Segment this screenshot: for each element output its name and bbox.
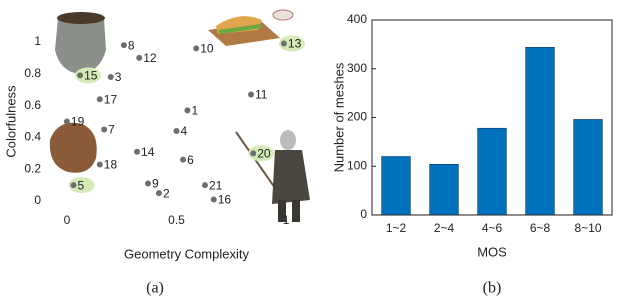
- warrior-icon: [235, 130, 310, 222]
- x-axis-label: Geometry Complexity: [124, 246, 249, 261]
- sandwich-icon: [208, 9, 294, 46]
- highlight: [248, 145, 275, 162]
- y-tick-label: 0.8: [24, 66, 41, 80]
- point-label: 13: [288, 37, 302, 51]
- highlight: [68, 177, 95, 194]
- point-label: 5: [77, 178, 84, 192]
- y-axis-label: Colorfulness: [3, 85, 18, 158]
- y-tick-label: 0: [34, 193, 41, 207]
- y-tick-label: 100: [347, 158, 367, 172]
- x-axis-label: MOS: [477, 244, 507, 259]
- bar: [381, 156, 411, 216]
- point-label: 1: [191, 104, 198, 118]
- point-label: 6: [187, 153, 194, 167]
- point: [134, 148, 141, 155]
- y-tick-label: 0.2: [24, 161, 41, 175]
- point: [107, 73, 114, 80]
- point: [155, 190, 162, 197]
- point: [145, 180, 152, 187]
- point: [173, 128, 180, 135]
- y-tick-label: 0.4: [24, 130, 41, 144]
- point-label: 7: [108, 123, 115, 137]
- point-label: 18: [104, 158, 118, 172]
- point: [70, 182, 77, 189]
- x-tick-label: 0: [64, 213, 71, 227]
- point: [96, 96, 103, 103]
- point-label: 17: [104, 92, 118, 106]
- y-tick-label: 1: [34, 34, 41, 48]
- x-tick-label: 1~2: [386, 221, 407, 235]
- point: [120, 42, 127, 49]
- rock-icon: [49, 122, 97, 173]
- point-label: 19: [71, 115, 85, 129]
- point: [280, 40, 287, 47]
- point: [136, 54, 143, 61]
- point-label: 9: [152, 177, 159, 191]
- x-tick-label: 2~4: [434, 221, 455, 235]
- point: [63, 118, 70, 125]
- point-label: 3: [115, 70, 122, 84]
- point-label: 11: [255, 88, 268, 102]
- point: [96, 161, 103, 168]
- x-tick-label: 0.5: [168, 213, 185, 227]
- y-tick-label: 0: [360, 207, 367, 221]
- point-label: 14: [141, 145, 155, 159]
- caption: (a): [146, 280, 164, 297]
- x-tick-label: 1: [283, 213, 290, 227]
- point: [210, 196, 217, 203]
- point-label: 16: [218, 193, 232, 207]
- x-tick-label: 8~10: [574, 221, 601, 235]
- point-label: 12: [143, 51, 157, 65]
- pot-icon: [55, 12, 106, 74]
- point: [250, 150, 257, 157]
- bar: [573, 119, 603, 216]
- point-label: 15: [84, 69, 98, 83]
- point-label: 8: [128, 38, 135, 52]
- highlight: [75, 67, 102, 84]
- y-tick-label: 200: [347, 110, 367, 124]
- x-tick-label: 6~8: [530, 221, 551, 235]
- bar: [525, 46, 555, 216]
- point-label: 21: [209, 178, 223, 192]
- point-label: 20: [257, 146, 271, 160]
- point: [248, 91, 255, 98]
- point-label: 4: [181, 124, 188, 138]
- point: [193, 45, 200, 52]
- x-tick-label: 4~6: [482, 221, 503, 235]
- point-label: 2: [163, 186, 170, 200]
- y-tick-label: 0.6: [24, 98, 41, 112]
- y-tick-label: 300: [347, 61, 367, 75]
- bar: [429, 164, 459, 216]
- highlight: [278, 35, 305, 52]
- axes-frame: [371, 19, 613, 216]
- point-label: 10: [200, 41, 214, 55]
- point: [77, 72, 84, 79]
- point: [201, 182, 208, 189]
- point: [180, 156, 187, 163]
- bar: [477, 127, 507, 216]
- y-tick-label: 400: [347, 12, 367, 26]
- caption: (b): [483, 280, 502, 297]
- y-axis-label: Number of meshes: [331, 62, 346, 172]
- point: [184, 107, 191, 114]
- point: [101, 126, 108, 133]
